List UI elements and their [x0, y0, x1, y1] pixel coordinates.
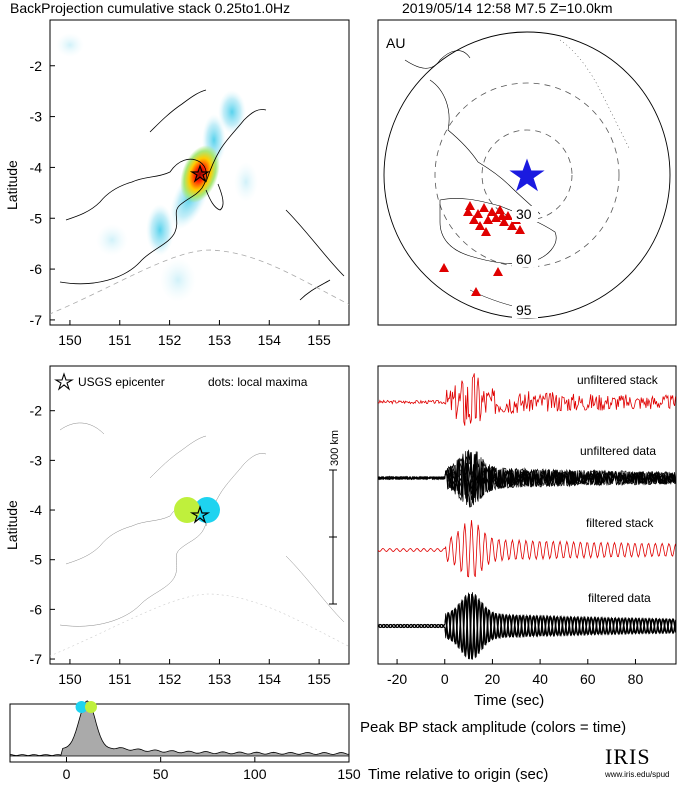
x-tick-label: 40 [532, 671, 548, 687]
station-triangle-icon [495, 205, 505, 214]
x-tick-label: -20 [387, 671, 407, 687]
scale-bar-label: 300 km [329, 430, 341, 466]
left-header-title: BackProjection cumulative stack 0.25to1.… [10, 0, 291, 16]
station-triangle-icon [499, 217, 509, 226]
waveform-trace [378, 593, 676, 660]
x-tick-label: 151 [108, 671, 132, 687]
maxima-ylabel: Latitude [4, 500, 20, 550]
x-tick-label: 155 [307, 332, 331, 348]
epicenter-star-icon [189, 505, 211, 524]
iris-logo: IRIS www.iris.edu/spud [605, 744, 669, 779]
x-tick-label: 80 [628, 671, 644, 687]
local-maximum-dot [174, 497, 201, 524]
trace-label-unfiltered-stack: unfiltered stack [577, 373, 659, 387]
station-triangle-icon [465, 201, 475, 210]
waveform-trace [378, 373, 676, 426]
traces-panel: unfiltered stack unfiltered data filtere… [377, 365, 677, 687]
peak-time-dot [75, 701, 88, 713]
heatmap-panel: 150 151 152 153 154 155 -2 -3 -4 -5 -6 -7 [30, 19, 350, 348]
y-tick-label: -7 [30, 651, 43, 667]
epicenter-star-icon [189, 164, 211, 183]
x-tick-label: 152 [158, 332, 182, 348]
y-tick-label: -6 [30, 601, 43, 617]
station-triangle-icon [439, 263, 449, 272]
x-tick-label: 100 [243, 766, 267, 782]
legend-dots: dots: local maxima [208, 375, 308, 389]
waveform-trace [378, 520, 676, 578]
heatmap-ylabel: Latitude [4, 160, 20, 210]
logo-text: IRIS [605, 744, 651, 769]
x-tick-label: 0 [441, 671, 449, 687]
ring-label-30: 30 [516, 206, 532, 222]
local-maximum-dot [193, 497, 220, 524]
x-tick-label: 0 [63, 766, 71, 782]
trace-label-filtered-data: filtered data [588, 591, 651, 605]
legend-star-icon [54, 372, 74, 391]
station-triangle-icon [475, 221, 485, 230]
trace-label-filtered-stack: filtered stack [586, 516, 654, 530]
y-tick-label: -4 [30, 502, 43, 518]
ring-label-95: 95 [516, 302, 532, 318]
station-triangle-icon [481, 227, 491, 236]
station-triangle-icon [487, 207, 497, 216]
y-tick-label: -3 [30, 452, 43, 468]
y-tick-label: -3 [30, 109, 43, 125]
station-triangle-icon [473, 209, 483, 218]
x-tick-label: 153 [208, 671, 232, 687]
region-label: AU [386, 35, 405, 51]
logo-url: www.iris.edu/spud [605, 770, 670, 779]
peak-title: Peak BP stack amplitude (colors = time) [360, 719, 627, 736]
station-triangle-icon [507, 221, 517, 230]
station-triangle-icon [493, 267, 503, 276]
y-tick-label: -7 [30, 312, 43, 328]
x-tick-label: 60 [580, 671, 596, 687]
heatmap-field [50, 33, 349, 315]
y-tick-label: -6 [30, 261, 43, 277]
x-tick-label: 150 [337, 766, 361, 782]
local-maxima-panel: USGS epicenter dots: local maxima 300 km… [30, 365, 350, 687]
legend-epicenter: USGS epicenter [78, 375, 165, 389]
x-tick-label: 154 [258, 671, 282, 687]
station-map-panel: AU 30 60 95 [377, 19, 677, 326]
x-tick-label: 50 [153, 766, 169, 782]
x-tick-label: 151 [108, 332, 132, 348]
blue-star-icon [509, 158, 545, 192]
x-tick-label: 153 [208, 332, 232, 348]
y-tick-label: -4 [30, 159, 43, 175]
waveform-trace [378, 449, 676, 503]
ring-label-60: 60 [516, 251, 532, 267]
peak-amplitude-area [9, 700, 350, 757]
x-tick-label: 154 [258, 332, 282, 348]
trace-label-unfiltered-data: unfiltered data [580, 444, 656, 458]
peak-time-dot [84, 701, 97, 713]
y-tick-label: -5 [30, 210, 43, 226]
x-tick-label: 150 [58, 332, 82, 348]
station-triangle-icon [479, 203, 489, 212]
peak-xlabel: Time relative to origin (sec) [368, 766, 549, 783]
station-triangle-icon [471, 287, 481, 296]
station-triangle-icon [469, 215, 479, 224]
x-tick-label: 150 [58, 671, 82, 687]
y-tick-label: -5 [30, 552, 43, 568]
scale-bar: 300 km [329, 430, 341, 605]
y-tick-label: -2 [30, 403, 43, 419]
station-triangle-icon [497, 211, 507, 220]
station-triangle-icon [463, 207, 473, 216]
x-tick-label: 155 [307, 671, 331, 687]
traces-xlabel: Time (sec) [474, 692, 545, 709]
x-tick-label: 152 [158, 671, 182, 687]
waveform-trace [378, 593, 676, 660]
right-header-title: 2019/05/14 12:58 M7.5 Z=10.0km [402, 0, 613, 16]
x-tick-label: 20 [485, 671, 501, 687]
station-triangle-icon [483, 215, 493, 224]
y-tick-label: -2 [30, 58, 43, 74]
peak-amplitude-panel: 0 50 100 150 [9, 700, 361, 782]
station-triangle-icon [515, 225, 525, 234]
